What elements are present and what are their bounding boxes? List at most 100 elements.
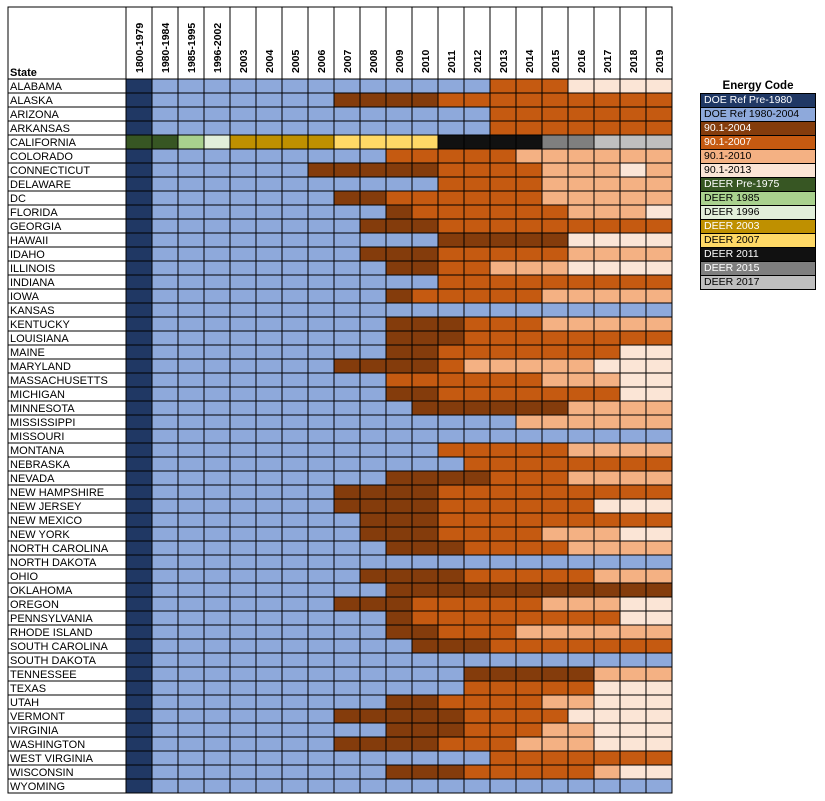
state-label: ILLINOIS	[10, 263, 55, 275]
state-label: WISCONSIN	[10, 767, 74, 779]
heatmap-cell	[126, 611, 152, 625]
heatmap-cell	[152, 247, 178, 261]
heatmap-cell	[386, 555, 412, 569]
heatmap-cell	[230, 723, 256, 737]
heatmap-cell	[360, 205, 386, 219]
heatmap-cell	[464, 639, 490, 653]
heatmap-cell	[178, 415, 204, 429]
heatmap-cell	[542, 667, 568, 681]
heatmap-cell	[620, 765, 646, 779]
heatmap-cell	[516, 779, 542, 793]
heatmap-cell	[360, 681, 386, 695]
heatmap-cell	[152, 597, 178, 611]
heatmap-cell	[282, 233, 308, 247]
heatmap-cell	[620, 373, 646, 387]
heatmap-cell	[256, 107, 282, 121]
heatmap-cell	[594, 555, 620, 569]
heatmap-cell	[594, 653, 620, 667]
heatmap-cell	[594, 723, 620, 737]
state-label: NEW JERSEY	[10, 501, 82, 513]
heatmap-cell	[230, 471, 256, 485]
heatmap-cell	[464, 499, 490, 513]
heatmap-cell	[256, 205, 282, 219]
heatmap-cell	[568, 289, 594, 303]
legend-item: DEER 2007	[701, 234, 815, 248]
heatmap-cell	[594, 765, 620, 779]
column-header: 2018	[628, 49, 640, 73]
heatmap-cell	[386, 485, 412, 499]
heatmap-cell	[308, 597, 334, 611]
heatmap-cell	[126, 583, 152, 597]
heatmap-cell	[204, 709, 230, 723]
heatmap-cell	[360, 247, 386, 261]
heatmap-cell	[646, 317, 672, 331]
heatmap-cell	[256, 471, 282, 485]
state-label: SOUTH CAROLINA	[10, 641, 108, 653]
heatmap-cell	[152, 345, 178, 359]
heatmap-cell	[334, 611, 360, 625]
heatmap-cell	[204, 765, 230, 779]
heatmap-cell	[386, 359, 412, 373]
heatmap-cell	[594, 611, 620, 625]
state-label: NEW HAMPSHIRE	[10, 487, 104, 499]
heatmap-cell	[464, 121, 490, 135]
state-label: HAWAII	[10, 235, 48, 247]
heatmap-cell	[516, 555, 542, 569]
heatmap-cell	[594, 457, 620, 471]
heatmap-cell	[568, 387, 594, 401]
heatmap-cell	[386, 247, 412, 261]
heatmap-cell	[516, 765, 542, 779]
heatmap-cell	[256, 653, 282, 667]
heatmap-cell	[360, 695, 386, 709]
heatmap-cell	[490, 653, 516, 667]
heatmap-cell	[360, 177, 386, 191]
heatmap-cell	[438, 177, 464, 191]
heatmap-cell	[516, 569, 542, 583]
heatmap-cell	[230, 79, 256, 93]
heatmap-cell	[308, 485, 334, 499]
heatmap-cell	[308, 653, 334, 667]
heatmap-cell	[412, 177, 438, 191]
heatmap-cell	[594, 79, 620, 93]
heatmap-cell	[230, 737, 256, 751]
heatmap-cell	[568, 345, 594, 359]
heatmap-cell	[568, 429, 594, 443]
heatmap-cell	[412, 317, 438, 331]
heatmap-cell	[360, 499, 386, 513]
heatmap-cell	[178, 429, 204, 443]
heatmap-cell	[386, 135, 412, 149]
heatmap-cell	[360, 667, 386, 681]
heatmap-cell	[568, 359, 594, 373]
heatmap-cell	[646, 191, 672, 205]
heatmap-cell	[568, 79, 594, 93]
heatmap-cell	[204, 625, 230, 639]
column-header: 2013	[498, 49, 510, 73]
heatmap-cell	[438, 513, 464, 527]
heatmap-cell	[620, 121, 646, 135]
heatmap-cell	[204, 233, 230, 247]
heatmap-cell	[230, 373, 256, 387]
heatmap-cell	[386, 723, 412, 737]
heatmap-cell	[360, 527, 386, 541]
heatmap-cell	[152, 205, 178, 219]
column-header: 2006	[316, 49, 328, 73]
heatmap-cell	[204, 345, 230, 359]
heatmap-cell	[204, 737, 230, 751]
heatmap-cell	[334, 163, 360, 177]
heatmap-cell	[568, 121, 594, 135]
heatmap-cell	[230, 443, 256, 457]
heatmap-cell	[490, 205, 516, 219]
heatmap-cell	[178, 387, 204, 401]
heatmap-cell	[620, 275, 646, 289]
heatmap-cell	[568, 667, 594, 681]
heatmap-cell	[620, 191, 646, 205]
heatmap-cell	[178, 709, 204, 723]
column-header: 1996-2002	[212, 23, 224, 73]
heatmap-cell	[386, 233, 412, 247]
state-label: MISSISSIPPI	[10, 417, 75, 429]
heatmap-cell	[334, 765, 360, 779]
legend-item: DOE Ref Pre-1980	[701, 94, 815, 108]
heatmap-cell	[646, 107, 672, 121]
heatmap-cell	[568, 625, 594, 639]
heatmap-cell	[542, 149, 568, 163]
